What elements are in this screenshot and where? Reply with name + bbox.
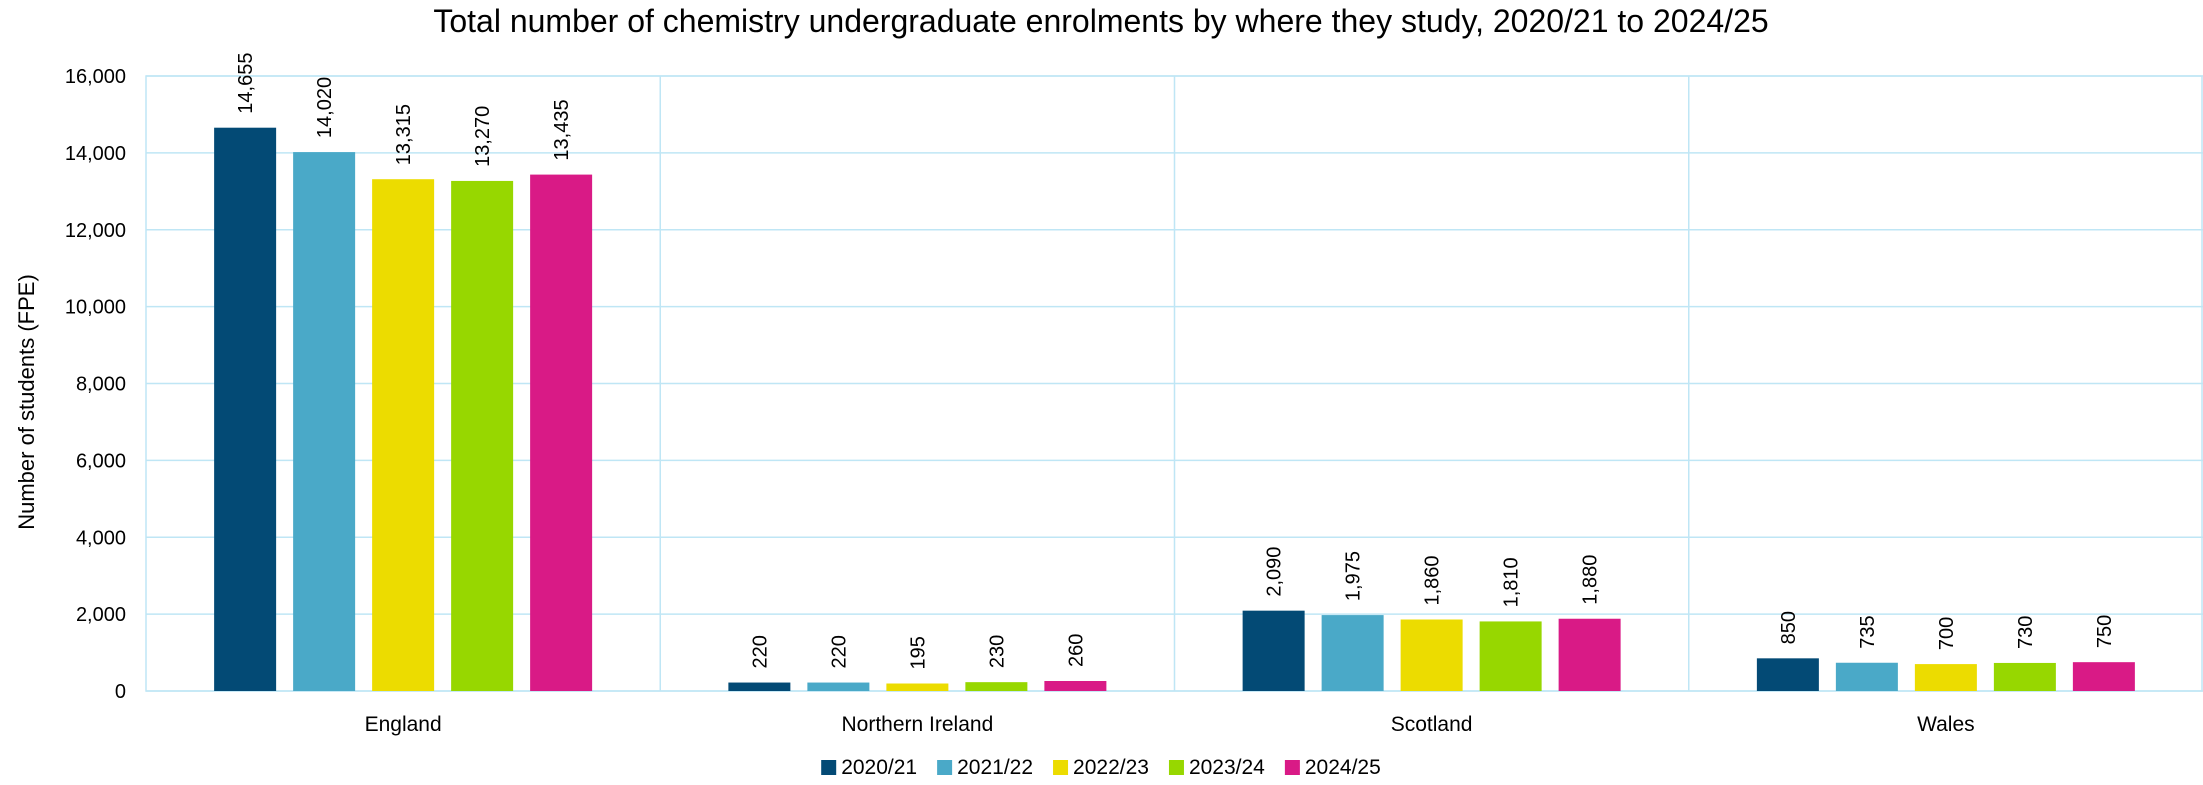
y-tick-label: 0 <box>115 681 126 703</box>
y-tick-label: 10,000 <box>65 297 126 319</box>
bar <box>728 682 791 691</box>
data-label: 13,315 <box>393 104 415 165</box>
bar <box>293 152 356 691</box>
bar <box>1400 619 1463 691</box>
x-category-label: England <box>365 713 442 736</box>
bar <box>530 174 593 692</box>
data-label: 13,435 <box>551 99 573 160</box>
data-label: 1,975 <box>1343 551 1365 601</box>
x-category-label: Northern Ireland <box>842 713 994 736</box>
legend-label: 2023/24 <box>1189 756 1265 779</box>
legend: 2020/21 2021/22 2022/23 2023/24 2024/25 <box>821 756 1381 779</box>
bar <box>1242 610 1305 691</box>
data-label: 750 <box>2094 615 2116 648</box>
bar <box>1321 615 1384 691</box>
data-label: 850 <box>1778 611 1800 644</box>
bar <box>1558 618 1621 691</box>
data-label: 230 <box>986 635 1008 668</box>
data-label: 2,090 <box>1264 547 1286 597</box>
bar <box>1044 681 1107 691</box>
x-axis-categories: England Northern Ireland Scotland Wales <box>365 713 1975 736</box>
bar <box>2072 662 2135 691</box>
chart-title: Total number of chemistry undergraduate … <box>433 3 1768 39</box>
y-tick-label: 14,000 <box>65 143 126 165</box>
bar <box>1756 658 1819 691</box>
data-label: 735 <box>1857 615 1879 648</box>
data-label: 260 <box>1065 634 1087 667</box>
data-label: 1,810 <box>1501 557 1523 607</box>
bar <box>965 682 1028 691</box>
legend-label: 2024/25 <box>1305 756 1381 779</box>
y-tick-label: 2,000 <box>76 604 126 626</box>
bar <box>1993 662 2056 691</box>
data-label: 13,270 <box>472 106 494 167</box>
bar <box>1835 662 1898 691</box>
legend-swatch <box>937 760 953 775</box>
data-label: 195 <box>907 636 929 669</box>
data-labels: 14,655 14,020 13,315 13,270 13,435 220 220 195 2… <box>235 53 2116 670</box>
data-label: 220 <box>749 635 771 668</box>
legend-swatch <box>1168 760 1184 775</box>
data-label: 700 <box>1936 617 1958 650</box>
legend-swatch <box>1284 760 1300 775</box>
data-label: 730 <box>2015 616 2037 649</box>
legend-swatch <box>821 760 837 775</box>
bar <box>1479 621 1542 691</box>
y-tick-label: 8,000 <box>76 374 126 396</box>
legend-label: 2022/23 <box>1073 756 1149 779</box>
legend-swatch <box>1053 760 1069 775</box>
bar <box>372 179 435 691</box>
data-label: 14,655 <box>235 53 257 114</box>
legend-item: 2020/21 <box>821 756 917 779</box>
data-label: 14,020 <box>314 77 336 138</box>
y-tick-label: 16,000 <box>65 66 126 88</box>
legend-item: 2021/22 <box>937 756 1033 779</box>
bar <box>1914 664 1977 691</box>
data-label: 220 <box>828 635 850 668</box>
bar <box>214 127 277 692</box>
legend-item: 2024/25 <box>1284 756 1381 779</box>
bar <box>807 682 870 691</box>
x-category-label: Scotland <box>1391 713 1473 736</box>
y-tick-label: 4,000 <box>76 527 126 549</box>
legend-item: 2022/23 <box>1053 756 1149 779</box>
y-axis-title: Number of students (FPE) <box>14 274 39 530</box>
legend-label: 2020/21 <box>841 756 917 779</box>
data-label: 1,860 <box>1422 555 1444 605</box>
y-tick-label: 12,000 <box>65 220 126 242</box>
bars <box>214 127 2135 692</box>
x-category-label: Wales <box>1917 713 1975 736</box>
y-tick-label: 6,000 <box>76 450 126 472</box>
bar <box>886 683 949 691</box>
legend-label: 2021/22 <box>957 756 1033 779</box>
data-label: 1,880 <box>1580 555 1602 605</box>
legend-item: 2023/24 <box>1168 756 1265 779</box>
y-axis-ticks: 0 2,000 4,000 6,000 8,000 10,000 12,000 14,000 1… <box>65 66 126 703</box>
bar <box>451 180 514 691</box>
